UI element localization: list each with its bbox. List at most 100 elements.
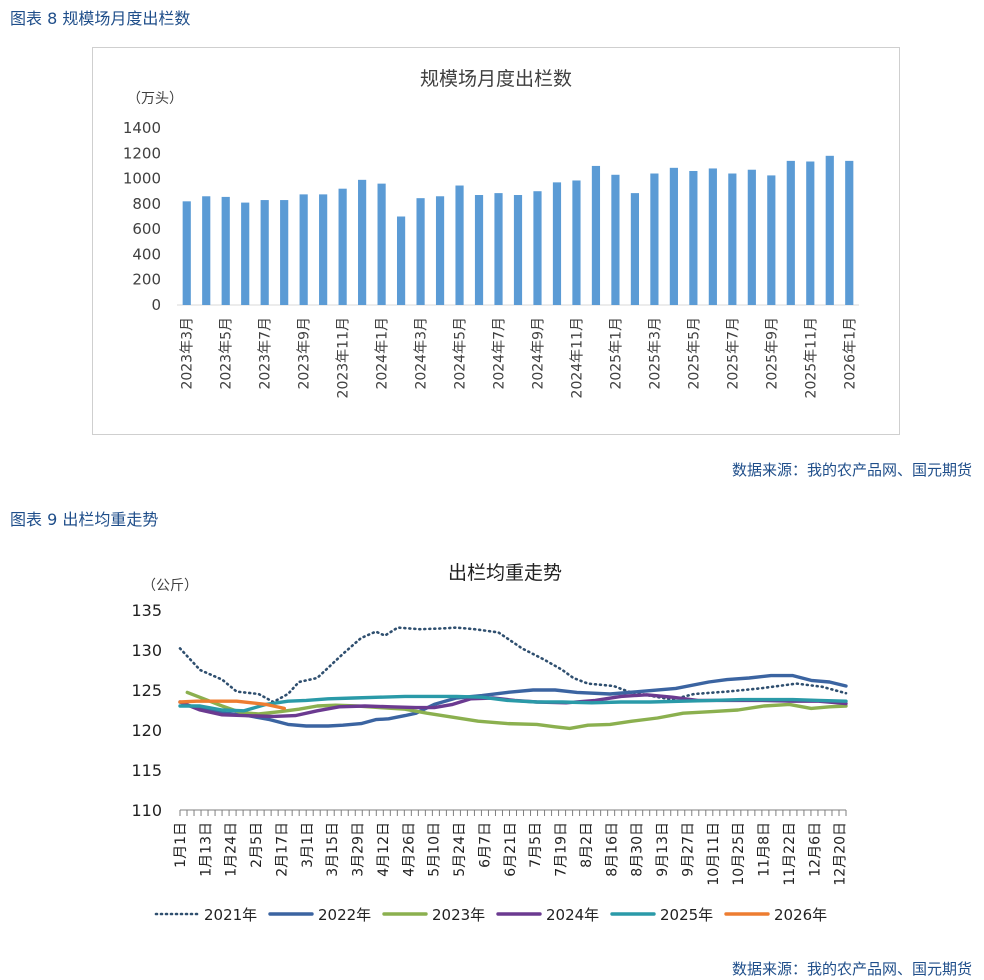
bar-x-tick-label: 2025年5月 (686, 317, 702, 390)
line-chart-title: 出栏均重走势 (448, 562, 562, 584)
line-x-tick-label: 2月17日 (274, 822, 290, 877)
line-x-tick-label: 9月13日 (655, 822, 671, 877)
bar-chart: 规模场月度出栏数 （万头） 0 200 400 600 800 1000 1200 1400 202… (123, 68, 859, 398)
line-y-tick-label: 115 (131, 761, 162, 780)
line-x-tick-label: 11月8日 (757, 822, 773, 877)
bar (260, 200, 269, 305)
bar (533, 191, 542, 305)
bar (182, 201, 191, 305)
line-x-tick-label: 3月15日 (325, 822, 341, 877)
line-x-tick-label: 4月26日 (401, 822, 417, 877)
line-chart: 出栏均重走势 （公斤） 110 115 120 125 130 135 1月1日 1月13日 1月2… (131, 562, 848, 924)
bar (416, 198, 425, 305)
bar-x-tick-label: 2024年3月 (414, 317, 430, 390)
bar (669, 167, 678, 305)
bar-y-tick-label: 1200 (123, 144, 161, 162)
bar (319, 194, 328, 305)
bar (591, 165, 601, 305)
bar-x-tick-label: 2023年3月 (180, 317, 196, 390)
bar (299, 194, 308, 305)
bar (806, 161, 815, 305)
series-line (178, 626, 848, 704)
line-y-tick-label: 125 (131, 681, 162, 700)
bar-x-tick-label: 2023年5月 (219, 317, 235, 390)
bar (552, 182, 562, 305)
line-x-tick-label: 7月19日 (554, 822, 570, 877)
series-line (178, 694, 848, 713)
series-line (178, 699, 286, 711)
bar (396, 216, 406, 305)
bar (572, 180, 581, 305)
legend-label: 2026年 (774, 906, 827, 924)
line-x-tick-label: 8月16日 (604, 822, 620, 877)
line-x-tick-label: 8月30日 (630, 822, 646, 877)
line-y-tick-label: 110 (131, 801, 162, 820)
bar-y-tick-label: 200 (132, 271, 161, 289)
line-x-tick-label: 1月24日 (224, 822, 240, 877)
bar-x-tick-label: 2026年1月 (842, 317, 858, 390)
bar-chart-panel: 规模场月度出栏数 （万头） 0 200 400 600 800 1000 1200 1400 202… (92, 47, 900, 435)
line-x-tick-label: 9月27日 (680, 822, 696, 877)
bar-x-tick-label: 2025年9月 (764, 317, 780, 390)
figure-9-source: 数据来源：我的农产品网、国元期货 (731, 960, 972, 978)
bar (650, 173, 659, 305)
bar-x-tick-label: 2025年1月 (608, 317, 624, 390)
bar (630, 193, 640, 305)
line-x-tick-label: 6月21日 (503, 822, 519, 877)
line-x-tick-label: 2月5日 (249, 822, 265, 868)
line-y-tick-label: 135 (131, 601, 162, 620)
bar (221, 196, 230, 305)
bar (513, 195, 523, 305)
legend-label: 2022年 (318, 906, 371, 924)
bar (767, 175, 776, 305)
bar (241, 202, 250, 305)
bar-y-tick-label: 800 (132, 195, 161, 213)
bar-y-tick-label: 0 (151, 296, 161, 314)
bar (377, 183, 386, 305)
bar (280, 200, 289, 305)
line-x-tick-label: 3月29日 (351, 822, 367, 877)
bar (611, 174, 620, 305)
line-x-tick-label: 3月1日 (300, 822, 316, 868)
bar (845, 160, 854, 305)
legend-label: 2023年 (432, 906, 485, 924)
bar-x-tick-label: 2023年11月 (336, 317, 352, 398)
bar-x-tick-label: 2024年11月 (569, 317, 585, 398)
bar (728, 173, 737, 305)
bar (494, 193, 503, 305)
bar (708, 168, 717, 305)
line-x-tick-label: 10月11日 (706, 822, 722, 886)
bar-y-tick-label: 1400 (123, 119, 161, 137)
bar (747, 169, 756, 305)
line-chart-ylabel: （公斤） (142, 578, 198, 594)
line-x-tick-label: 5月24日 (452, 822, 468, 877)
bar-chart-ylabel: （万头） (127, 91, 183, 107)
line-x-tick-label: 7月5日 (528, 822, 544, 868)
bar-x-tick-label: 2024年1月 (375, 317, 391, 390)
line-x-tick-label: 12月6日 (807, 822, 823, 877)
bar (358, 179, 367, 305)
line-y-tick-label: 130 (131, 641, 162, 660)
line-x-tick-label: 1月13日 (198, 822, 214, 877)
bar (825, 155, 834, 305)
line-x-tick-label: 4月12日 (376, 822, 392, 877)
bar (689, 170, 698, 305)
bar (455, 185, 464, 305)
series-line (185, 690, 848, 731)
line-x-tick-label: 11月22日 (782, 822, 798, 886)
line-y-tick-label: 120 (131, 721, 162, 740)
bar (474, 195, 484, 305)
line-x-tick-label: 5月10日 (427, 822, 443, 877)
bar-x-tick-label: 2025年7月 (725, 317, 741, 390)
bar-y-tick-label: 600 (132, 220, 161, 238)
bar-x-tick-label: 2025年3月 (647, 317, 663, 390)
bar-x-tick-label: 2024年5月 (453, 317, 469, 390)
bar (338, 188, 347, 305)
figure-8-heading: 图表 8 规模场月度出栏数 (10, 9, 191, 28)
line-x-tick-label: 10月25日 (731, 822, 747, 886)
legend-label: 2025年 (660, 906, 713, 924)
bar-y-tick-label: 400 (132, 245, 161, 263)
bar-chart-title: 规模场月度出栏数 (420, 68, 572, 90)
bar (435, 196, 445, 305)
bar (202, 196, 211, 305)
